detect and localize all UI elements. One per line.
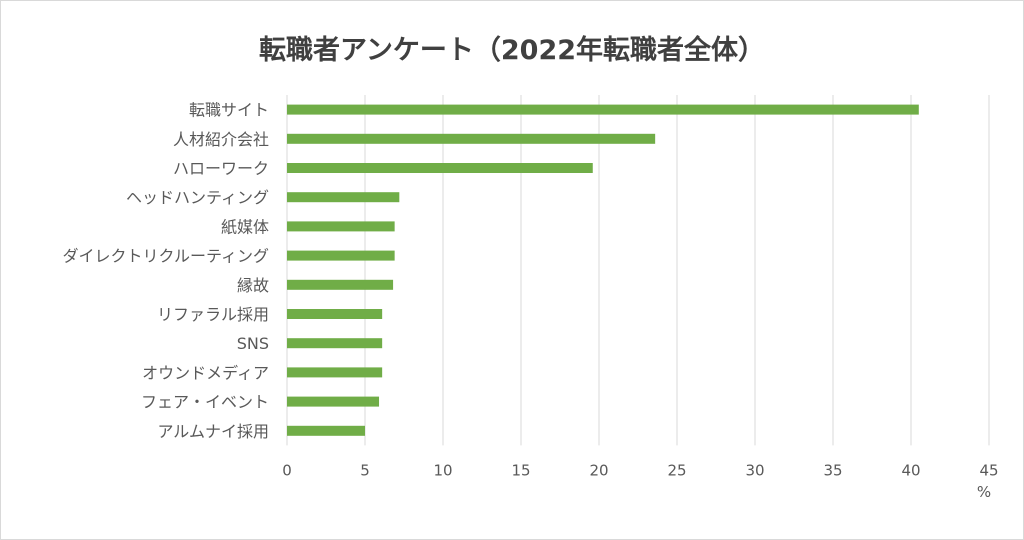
x-tick-label: 40 — [901, 461, 920, 479]
category-label: アルムナイ採用 — [157, 422, 269, 441]
bar-5 — [287, 250, 395, 261]
bar-10 — [287, 396, 380, 407]
category-label: SNS — [237, 334, 269, 353]
x-tick-label: 25 — [667, 461, 686, 479]
category-label: 人材紹介会社 — [173, 130, 269, 149]
grid-lines — [286, 95, 990, 446]
category-label: リファラル採用 — [157, 305, 269, 324]
x-tick-label: 30 — [745, 461, 764, 479]
bar-8 — [287, 338, 383, 349]
category-label: ハローワーク — [173, 159, 269, 178]
category-label: オウンドメディア — [142, 363, 269, 382]
bar-0 — [287, 104, 919, 115]
x-tick-label: 45 — [979, 461, 998, 479]
bar-6 — [287, 279, 394, 290]
x-tick-label: 15 — [511, 461, 530, 479]
bar-1 — [287, 133, 656, 144]
x-tick-label: 35 — [823, 461, 842, 479]
bar-7 — [287, 309, 383, 319]
x-tick-label: 20 — [589, 461, 608, 479]
chart-title: 転職者アンケート（2022年転職者全体） — [258, 35, 766, 66]
bars — [287, 104, 919, 436]
bar-9 — [287, 367, 383, 378]
bar-3 — [287, 192, 400, 203]
x-tick-label: 5 — [360, 461, 370, 479]
x-tick-label: 10 — [433, 461, 452, 479]
category-label: ダイレクトリクルーティング — [62, 247, 269, 266]
bar-4 — [287, 221, 395, 232]
x-tick-labels: 0 5 10 15 20 25 30 35 40 45 — [282, 461, 998, 479]
category-labels: 転職サイト人材紹介会社ハローワークヘッドハンティング紙媒体ダイレクトリクルーティ… — [62, 101, 269, 441]
bar-2 — [287, 163, 593, 173]
category-label: 転職サイト — [189, 101, 269, 120]
bar-11 — [287, 425, 365, 436]
x-axis-unit-label: % — [977, 483, 991, 501]
category-label: 縁故 — [237, 276, 269, 295]
category-label: フェア・イベント — [141, 393, 269, 412]
x-tick-label: 0 — [282, 461, 292, 479]
category-label: ヘッドハンティング — [126, 188, 269, 207]
category-label: 紙媒体 — [221, 217, 269, 236]
